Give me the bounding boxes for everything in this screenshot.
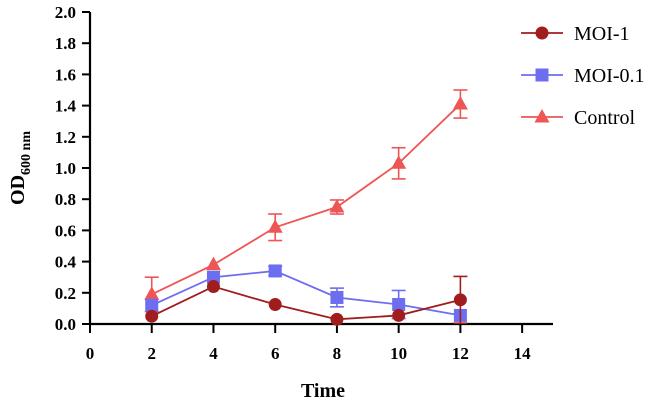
data-point <box>453 293 467 307</box>
series-layer <box>144 89 468 326</box>
x-tick-label: 0 <box>86 344 95 363</box>
legend-label: MOI-1 <box>574 23 630 45</box>
legend-item: MOI-1 <box>521 23 630 45</box>
y-axis-title-sub: 600 nm <box>19 131 34 175</box>
series-line <box>151 270 461 317</box>
y-tick-label: 1.4 <box>55 97 77 116</box>
x-tick-label: 2 <box>147 344 156 363</box>
y-axis-title: OD600 nm <box>7 131 34 205</box>
y-tick-label: 1.8 <box>55 34 76 53</box>
series-line <box>151 285 461 321</box>
legend-item: Control <box>521 107 636 129</box>
y-tick-label: 0.6 <box>55 221 76 240</box>
y-tick-label: 0.8 <box>55 190 76 209</box>
x-tick-label: 12 <box>452 344 469 363</box>
x-tick-label: 4 <box>209 344 218 363</box>
series-moi-1 <box>145 275 468 326</box>
y-tick-label: 1.2 <box>55 128 76 147</box>
legend-marker <box>535 68 549 82</box>
data-point <box>329 198 345 213</box>
data-point <box>205 256 221 271</box>
x-axis-title: Time <box>301 380 345 402</box>
data-point <box>145 298 159 312</box>
x-tick-label: 10 <box>390 344 407 363</box>
x-tick-label: 6 <box>271 344 280 363</box>
data-point <box>330 312 344 326</box>
axes: 0.0 0.2 0.4 0.6 0.8 1.0 1.2 1.4 1.6 1.8 2.0 0 2 4 6 8 10… <box>55 3 553 363</box>
legend-label: Control <box>574 107 636 129</box>
data-point <box>268 264 282 278</box>
data-point <box>267 219 283 233</box>
series-line <box>151 103 462 296</box>
series-control <box>144 89 468 313</box>
data-point <box>392 308 406 322</box>
legend-marker <box>535 26 549 40</box>
data-point <box>206 270 220 284</box>
data-point <box>392 298 406 311</box>
data-point <box>391 155 407 169</box>
x-tick-label: 14 <box>514 344 532 363</box>
y-axis-title-main: OD <box>7 175 29 205</box>
y-tick-label: 1.0 <box>55 159 76 178</box>
y-tick-label: 0.0 <box>55 315 76 334</box>
y-tick-label: 1.6 <box>55 65 76 84</box>
x-tick-label: 8 <box>333 344 342 363</box>
data-point <box>206 280 220 294</box>
series-moi-0-1 <box>145 264 467 322</box>
data-point <box>144 286 160 300</box>
legend-marker <box>534 108 550 123</box>
data-point <box>145 309 159 323</box>
y-tick-label: 2.0 <box>55 3 76 22</box>
legend: MOI-1 MOI-0.1 Control <box>521 23 645 129</box>
legend-label: MOI-0.1 <box>574 65 645 87</box>
data-point <box>268 298 282 311</box>
legend-item: MOI-0.1 <box>521 65 645 87</box>
y-tick-label: 0.2 <box>55 284 76 303</box>
y-tick-label: 0.4 <box>55 253 77 272</box>
data-point <box>452 95 468 110</box>
data-point <box>330 290 344 304</box>
